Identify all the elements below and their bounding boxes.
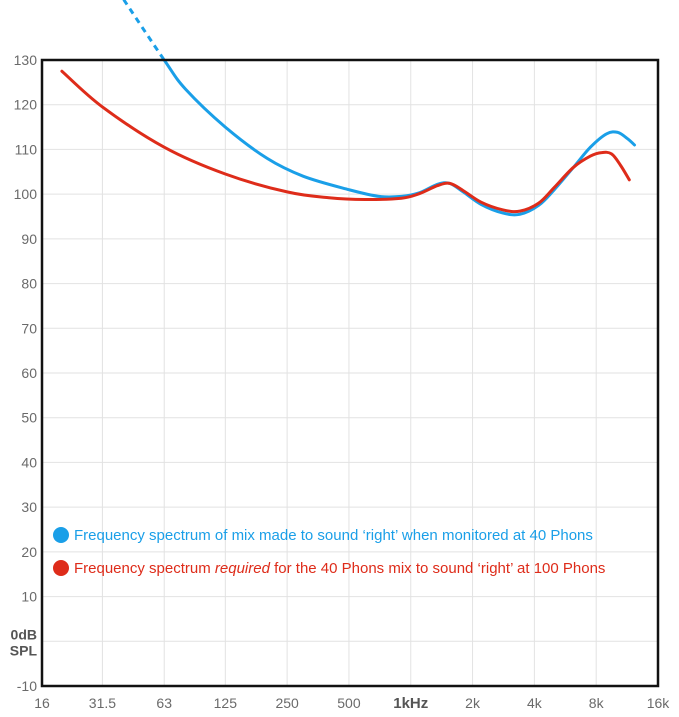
y-tick-label: 10 <box>21 589 37 605</box>
y-zero-unit-label: SPL <box>10 642 38 658</box>
legend: Frequency spectrum of mix made to sound … <box>53 527 605 577</box>
series-line-100-phons <box>60 69 631 214</box>
legend-swatch <box>53 560 69 576</box>
x-tick-label: 16k <box>647 695 671 711</box>
x-tick-label: 250 <box>275 695 299 711</box>
x-tick-label: 16 <box>34 695 50 711</box>
y-tick-label: 130 <box>14 52 38 68</box>
y-tick-label: 50 <box>21 410 37 426</box>
legend-label: Frequency spectrum of mix made to sound … <box>74 527 593 544</box>
x-tick-label: 63 <box>156 695 172 711</box>
plot-frame <box>40 58 660 688</box>
x-tick-label: 1kHz <box>393 695 428 712</box>
y-tick-label: 100 <box>14 186 38 202</box>
y-tick-label: -10 <box>17 678 37 694</box>
x-tick-label: 2k <box>465 695 481 711</box>
series-layer <box>60 0 636 217</box>
x-tick-label: 4k <box>527 695 543 711</box>
x-tick-label: 500 <box>337 695 361 711</box>
y-tick-label: 80 <box>21 276 37 292</box>
y-tick-label: 110 <box>15 141 38 157</box>
y-tick-label: 70 <box>21 320 37 336</box>
legend-swatch <box>53 527 69 543</box>
y-tick-label: 120 <box>14 97 38 113</box>
x-tick-label: 125 <box>214 695 238 711</box>
y-tick-label: 30 <box>21 499 37 515</box>
x-axis: 16 31.5 63 125 250 500 1kHz 2k 4k 8k 16k <box>34 695 670 712</box>
y-zero-label: 0dB <box>11 626 37 642</box>
y-tick-label: 20 <box>21 544 37 560</box>
y-tick-label: 90 <box>21 231 37 247</box>
grid <box>42 60 658 686</box>
y-tick-label: 40 <box>21 454 37 470</box>
x-tick-label: 31.5 <box>89 695 116 711</box>
y-tick-label: 60 <box>21 365 37 381</box>
legend-label: Frequency spectrum required for the 40 P… <box>74 560 605 577</box>
x-tick-label: 8k <box>589 695 605 711</box>
